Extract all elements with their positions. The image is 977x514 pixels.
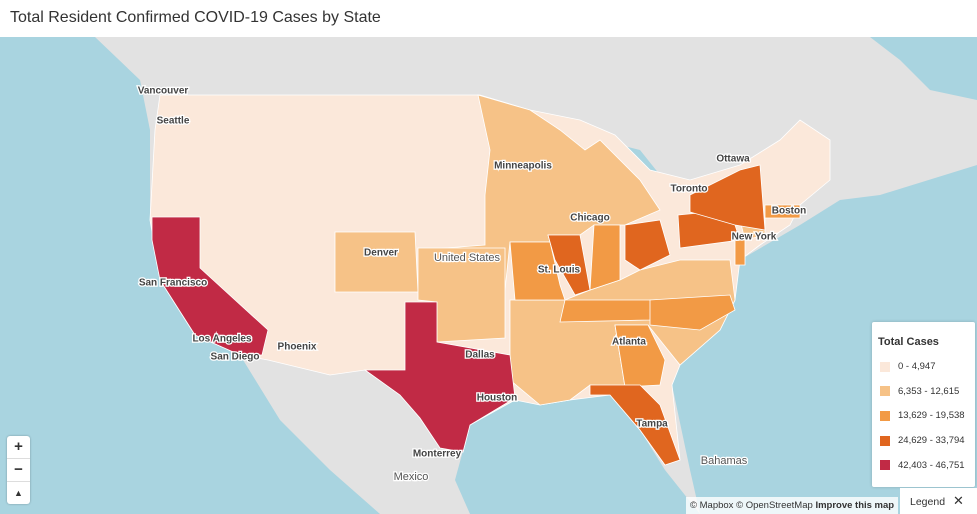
zoom-in[interactable]: +	[7, 436, 30, 459]
attribution: © Mapbox © OpenStreetMap Improve this ma…	[686, 497, 899, 514]
place-label: Los Angeles	[192, 334, 252, 345]
legend-swatch	[880, 361, 890, 372]
pacific	[0, 37, 380, 514]
legend-swatch	[880, 435, 890, 446]
place-label: Chicago	[570, 213, 609, 224]
place-label: Boston	[772, 206, 806, 217]
state[interactable]	[624, 219, 671, 271]
legend-item: 6,353 - 12,615	[880, 386, 959, 397]
place-label: New York	[732, 232, 777, 243]
legend-item: 13,629 - 19,538	[880, 410, 965, 421]
legend-label: 13,629 - 19,538	[898, 410, 965, 422]
state[interactable]	[547, 234, 591, 296]
state[interactable]	[589, 384, 681, 466]
place-label: United States	[434, 252, 501, 264]
place-label: Toronto	[670, 184, 707, 195]
legend-label: 24,629 - 33,794	[898, 435, 965, 447]
place-label: Monterrey	[413, 449, 462, 460]
place-label: Dallas	[465, 350, 495, 361]
place-label: San Diego	[211, 352, 260, 363]
legend-label: 6,353 - 12,615	[898, 385, 960, 397]
legend-label: 0 - 4,947	[898, 361, 936, 372]
bay	[870, 37, 977, 100]
legend-swatch	[880, 410, 890, 421]
legend-swatch	[880, 460, 890, 471]
state[interactable]	[734, 239, 746, 266]
place-label: Minneapolis	[494, 161, 552, 172]
improve-link[interactable]: Improve this map	[815, 500, 895, 511]
legend-title: Total Cases	[878, 336, 939, 348]
zoom-out[interactable]: −	[7, 459, 30, 482]
title: Total Resident Confirmed COVID-19 Cases …	[10, 9, 381, 26]
state[interactable]	[509, 241, 566, 301]
place-label: Atlanta	[612, 337, 646, 348]
place-label: Tampa	[636, 419, 668, 430]
legend-toggle[interactable]: Legend ✕	[900, 488, 977, 514]
state[interactable]	[689, 164, 766, 231]
state[interactable]	[363, 301, 516, 453]
state[interactable]	[589, 224, 621, 291]
place-label: Seattle	[157, 116, 190, 127]
place-label: Denver	[364, 248, 398, 259]
state[interactable]	[649, 294, 736, 331]
legend-label: 42,403 - 46,751	[898, 459, 965, 471]
place-label: Houston	[477, 393, 518, 404]
legend-item: 24,629 - 33,794	[880, 435, 965, 446]
close-icon[interactable]: ✕	[953, 493, 964, 508]
gulf	[455, 395, 700, 514]
place-label: St. Louis	[538, 265, 581, 276]
zoom-controls: + − ▲	[7, 436, 30, 504]
state[interactable]	[614, 324, 666, 388]
legend-item: 42,403 - 46,751	[880, 460, 965, 471]
place-label: Phoenix	[278, 342, 317, 353]
legend-swatch	[880, 386, 890, 397]
place-label: San Francisco	[139, 278, 207, 289]
state[interactable]	[334, 231, 419, 293]
compass[interactable]: ▲	[14, 488, 23, 498]
state[interactable]	[764, 204, 801, 219]
legend: Total Cases 0 - 4,947 6,353 - 12,615 13,62…	[872, 322, 975, 487]
place-label: Vancouver	[138, 86, 189, 97]
mapbox-link[interactable]: © Mapbox	[690, 500, 734, 511]
state[interactable]	[151, 216, 269, 356]
osm-link[interactable]: © OpenStreetMap	[736, 500, 813, 511]
legend-item: 0 - 4,947	[880, 361, 936, 372]
legend-toggle-label: Legend	[910, 496, 946, 508]
place-label: Mexico	[394, 471, 429, 483]
place-label: Ottawa	[716, 154, 750, 165]
place-label: Bahamas	[701, 455, 748, 467]
state[interactable]	[559, 299, 661, 323]
